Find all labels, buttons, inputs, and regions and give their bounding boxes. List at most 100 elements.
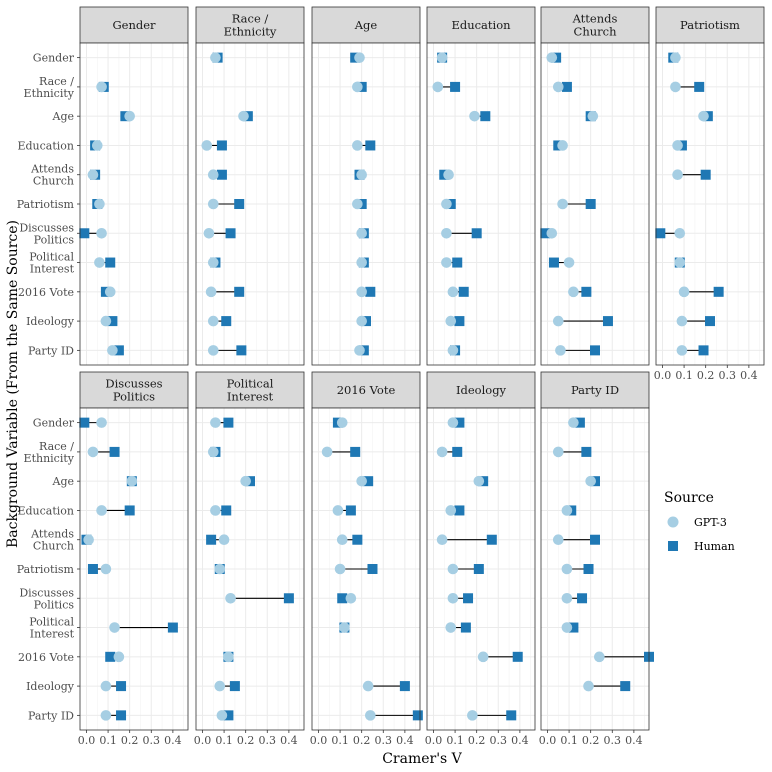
y-tick-label: Ethnicity [24,87,75,100]
x-tick-label: 0.2 [582,734,600,747]
y-tick-label: Attends [30,163,74,176]
human-point-party-id [698,345,709,356]
legend-key-gpt3 [667,516,679,528]
y-tick-label: Age [52,475,75,488]
y-tick-label: Gender [33,417,75,430]
gpt3-point-discusses-politics [225,592,236,604]
gpt3-point-patriotism [447,563,459,575]
panel-race-ethnicity: Race /Ethnicity [195,6,305,366]
gpt3-point-race-ethnicity [207,446,219,458]
x-tick-label: 0.1 [675,369,693,382]
x-tick-label: 0.1 [446,734,464,747]
human-point-gender [79,417,90,428]
gpt3-point-political-interest [563,257,575,268]
human-point-party-id [412,710,423,721]
x-tick-label: 0.0 [539,734,557,747]
human-point-age [363,476,374,487]
human-point-patriotism [367,564,378,574]
gpt3-point-gender [354,52,365,63]
panel-border [426,407,536,731]
human-point-education [454,505,465,516]
x-tick-label: 0.1 [99,734,117,747]
human-point-attends-church [352,534,363,545]
gpt3-point-ideology [214,680,226,692]
x-tick-label: 0.1 [560,734,578,747]
panel-border [655,42,765,366]
panel-border [195,42,305,366]
human-point-education [365,140,376,151]
y-tick-label: Race / [39,440,74,453]
panel-ideology: Ideology 0.0 0.1 0.2 0.3 0.4 [425,371,536,747]
gpt3-point-party-id [676,345,688,356]
x-axis-title: Cramer's V [382,751,462,767]
gpt3-point-patriotism [100,563,112,575]
gpt3-point-education [332,505,344,516]
panel-party-id: Party ID 0.0 0.1 0.2 0.3 0.4 [539,371,654,747]
human-point-ideology [399,681,410,692]
gpt3-point-party-id [447,345,459,356]
panel-education: Education [426,6,536,366]
x-tick-label: 0.2 [121,734,139,747]
human-point-attends-church [206,534,217,545]
x-tick-label: 0.3 [259,734,277,747]
y-tick-label: Patriotism [17,563,75,576]
x-tick-label: 0.2 [697,369,715,382]
human-point-ideology [107,316,118,327]
human-point-2016-vote [581,286,592,297]
human-point-patriotism [585,199,596,209]
gpt3-point-race-ethnicity [432,81,444,93]
gpt3-point-age [124,110,135,122]
human-point-gender [454,417,465,428]
human-point-party-id [116,710,127,721]
gpt3-point-party-id [100,710,112,721]
gpt3-point-race-ethnicity [552,446,564,458]
gpt3-point-education [210,505,221,516]
x-tick-label: 0.3 [490,734,508,747]
gpt3-point-education [445,505,457,516]
human-point-race-ethnicity [109,446,120,457]
gpt3-point-ideology [356,315,367,327]
gpt3-point-political-interest [674,257,686,268]
human-point-attends-church [700,169,711,180]
human-point-patriotism [87,564,98,574]
x-tick-label: 0.1 [215,734,233,747]
human-point-age [480,111,491,122]
panel-title: Party ID [571,383,619,397]
x-tick-label: 0.0 [310,734,328,747]
human-point-discusses-politics [283,593,294,604]
panel-border [311,407,421,731]
panel-title: Discusses [105,377,162,391]
y-tick-label: Politics [34,233,75,246]
gpt3-point-political-interest [94,257,105,268]
panel-strip [426,6,536,44]
panel-strip [655,6,765,44]
panel-strip [540,371,650,409]
y-axis-title: Background Variable (From the Same Sourc… [5,220,21,548]
gpt3-point-age [698,110,709,122]
panel-title: Political [227,377,274,391]
y-tick-label: Attends [30,528,74,541]
gpt3-point-education [352,140,363,151]
gpt3-point-political-interest [109,622,120,633]
gpt3-point-political-interest [339,622,350,633]
human-point-discusses-politics [225,228,236,239]
human-point-political-interest [167,622,178,633]
human-point-2016-vote [234,286,245,297]
legend-title: Source [664,490,714,506]
panel-title: Gender [112,18,156,32]
human-point-education [221,505,232,516]
y-tick-label: Education [17,504,74,517]
y-tick-label: Discusses [19,221,74,234]
y-tick-label: Age [52,110,75,123]
gpt3-point-political-interest [207,257,219,268]
human-point-attends-church [216,169,227,180]
panel-title: Attends [572,12,618,26]
gpt3-point-ideology [362,680,374,692]
human-point-race-ethnicity [561,81,572,92]
gpt3-point-age [126,475,138,487]
human-point-gender [223,417,234,428]
human-point-political-interest [460,622,471,633]
gpt3-point-ideology [207,315,219,327]
